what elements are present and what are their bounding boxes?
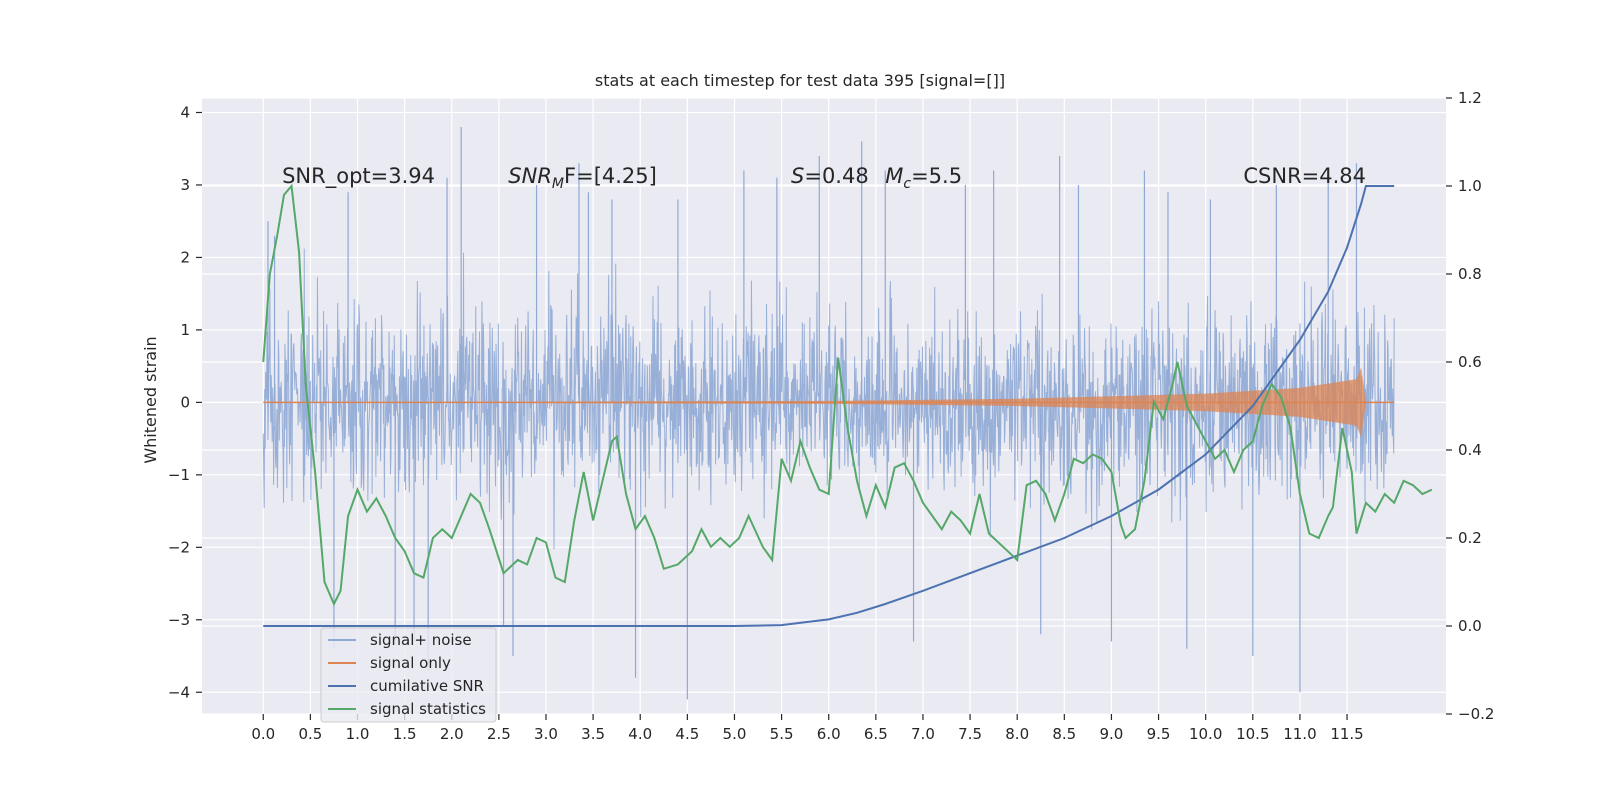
chart-title: stats at each timestep for test data 395… (595, 71, 1005, 90)
y2-tick-label: 1.0 (1458, 177, 1482, 195)
x-tick-label: 3.5 (581, 725, 605, 743)
x-tick-label: 3.0 (534, 725, 558, 743)
cumulative-snr-series (263, 185, 1395, 627)
legend-label: cumilative SNR (370, 677, 484, 695)
legend-label: signal statistics (370, 700, 486, 718)
legend-item: cumilative SNR (328, 677, 484, 695)
annotation-text: SNR_opt=3.94 (282, 164, 435, 189)
y2-tick-label: 0.8 (1458, 265, 1482, 283)
x-tick-label: 10.5 (1236, 725, 1269, 743)
legend: signal+ noise signal only cumilative SNR… (320, 627, 497, 723)
x-tick-label: 9.0 (1100, 725, 1124, 743)
legend-label: signal+ noise (370, 631, 472, 649)
y-tick-label: −1 (168, 466, 190, 484)
y-tick-label: 0 (180, 393, 190, 411)
x-axis: 0.0 0.5 1.0 1.5 2.0 2.5 3.0 3.5 4.0 4.5 5.0 5.5 6.0 6… (251, 714, 1364, 743)
signal-only-chirp (263, 367, 1366, 438)
y-tick-label: −2 (168, 538, 190, 556)
y2-tick-label: −0.2 (1458, 705, 1494, 723)
x-tick-label: 4.0 (628, 725, 652, 743)
y-tick-label: 3 (180, 176, 190, 194)
x-tick-label: 8.0 (1005, 725, 1029, 743)
y-tick-label: −3 (168, 611, 190, 629)
x-tick-label: 0.0 (251, 725, 275, 743)
signal-only-series (263, 367, 1395, 438)
y2-tick-label: 0.4 (1458, 441, 1482, 459)
x-tick-label: 8.5 (1052, 725, 1076, 743)
y-axis-left: 4 3 2 1 0 −1 −2 −3 −4 (168, 103, 202, 701)
y-axis-label: Whitened strain (141, 336, 160, 463)
y-tick-label: −4 (168, 683, 190, 701)
annotation-text: SNRMF=[4.25] (508, 164, 657, 192)
legend-item: signal+ noise (328, 631, 472, 649)
x-tick-label: 6.5 (864, 725, 888, 743)
y-tick-label: 4 (180, 103, 190, 121)
x-tick-label: 11.0 (1283, 725, 1316, 743)
y-axis-right: 1.2 1.0 0.8 0.6 0.4 0.2 0.0 −0.2 (1446, 89, 1494, 723)
y2-tick-label: 0.6 (1458, 353, 1482, 371)
x-tick-label: 6.0 (817, 725, 841, 743)
x-tick-label: 4.5 (675, 725, 699, 743)
x-tick-label: 0.5 (298, 725, 322, 743)
x-tick-label: 5.0 (723, 725, 747, 743)
x-tick-label: 2.0 (440, 725, 464, 743)
y-tick-label: 1 (180, 321, 190, 339)
x-tick-label: 7.0 (911, 725, 935, 743)
legend-label: signal only (370, 654, 451, 672)
y2-tick-label: 0.2 (1458, 529, 1482, 547)
x-tick-label: 11.5 (1330, 725, 1363, 743)
legend-item: signal only (328, 654, 451, 672)
x-tick-label: 1.5 (393, 725, 417, 743)
annotation-text: CSNR=4.84 (1243, 164, 1366, 188)
y-tick-label: 2 (180, 248, 190, 266)
y2-tick-label: 0.0 (1458, 617, 1482, 635)
annotation-text: S=0.48 (791, 164, 869, 188)
x-tick-label: 2.5 (487, 725, 511, 743)
annotations: SNR_opt=3.94 SNRMF=[4.25] S=0.48 Mc=5.5 CSNR… (282, 164, 1366, 192)
legend-item: signal statistics (328, 700, 486, 718)
x-tick-label: 9.5 (1147, 725, 1171, 743)
x-tick-label: 10.0 (1189, 725, 1222, 743)
cumulative-snr-line (263, 185, 1395, 627)
legend-box (320, 627, 497, 723)
x-tick-label: 1.0 (346, 725, 370, 743)
signal-statistics-line (262, 183, 1433, 607)
signal-statistics-series (262, 183, 1433, 607)
y2-tick-label: 1.2 (1458, 89, 1482, 107)
annotation-text: Mc=5.5 (885, 164, 962, 192)
x-tick-label: 7.5 (958, 725, 982, 743)
x-tick-label: 5.5 (770, 725, 794, 743)
